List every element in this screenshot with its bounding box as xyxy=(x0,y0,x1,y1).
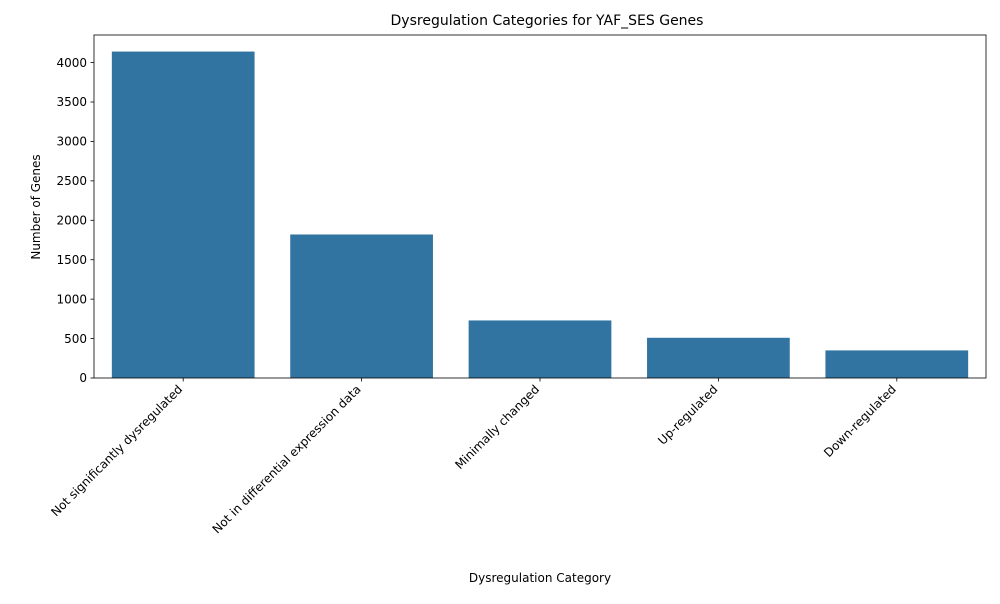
bar xyxy=(290,234,433,378)
y-tick-label: 2000 xyxy=(56,213,87,227)
bar xyxy=(825,350,969,378)
y-tick-label: 3500 xyxy=(56,95,87,109)
x-tick-label: Not in differential expression data xyxy=(210,382,364,536)
y-tick-label: 4000 xyxy=(56,56,87,70)
x-tick-label: Minimally changed xyxy=(452,382,542,472)
chart-title: Dysregulation Categories for YAF_SES Gen… xyxy=(391,13,704,29)
bars-layer xyxy=(111,51,969,379)
x-axis-ticks: Not significantly dysregulated Not in dif… xyxy=(48,378,899,536)
x-axis-label: Dysregulation Category xyxy=(469,571,611,585)
y-tick-label: 1000 xyxy=(56,292,87,306)
x-tick-label: Not significantly dysregulated xyxy=(48,382,185,519)
y-axis-label: Number of Genes xyxy=(29,154,43,259)
y-tick-label: 3000 xyxy=(56,135,87,149)
bar xyxy=(111,51,255,379)
y-tick-label: 500 xyxy=(64,332,87,346)
bar xyxy=(468,320,612,378)
y-tick-label: 2500 xyxy=(56,174,87,188)
y-tick-label: 1500 xyxy=(56,253,87,267)
x-tick-label: Up-regulated xyxy=(655,382,720,447)
y-tick-label: 0 xyxy=(79,371,87,385)
y-axis-ticks: 0 500 1000 1500 2000 2500 3000 3500 4000 xyxy=(56,56,94,385)
bar xyxy=(647,337,790,378)
x-tick-label: Down-regulated xyxy=(821,382,899,460)
